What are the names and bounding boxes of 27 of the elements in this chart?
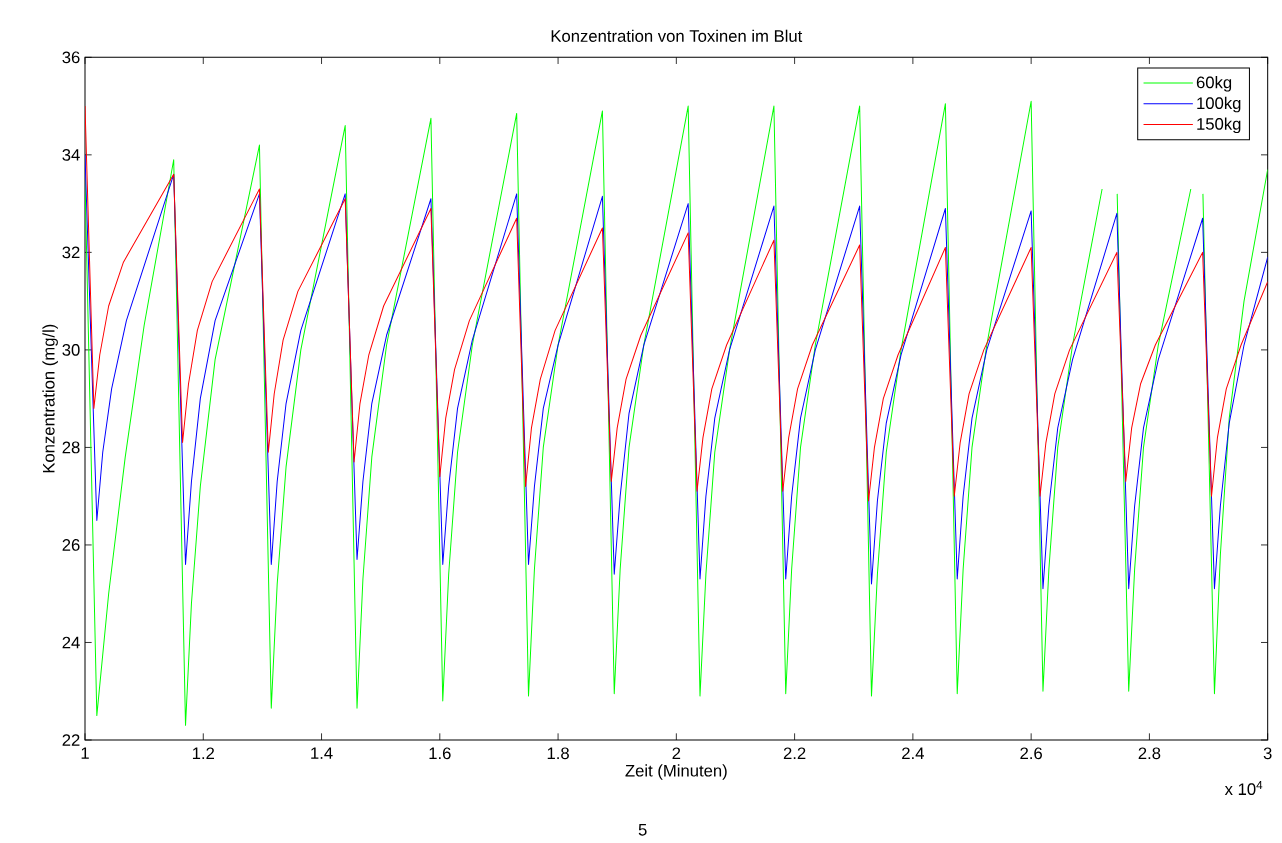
x-tick-label: 1.4 [311,747,333,759]
y-tick-label: 30 [62,344,80,356]
y-tick-label: 32 [62,246,80,259]
chart-title: Konzentration von Toxinen im Blut [551,29,803,42]
legend-label: 100kg [1197,96,1241,113]
y-tick-label: 36 [62,51,80,64]
x-tick-label: 1.6 [429,747,451,760]
x-tick-label: 1.8 [547,747,569,760]
x-tick-label: 1 [81,747,89,759]
text: 5 [638,824,647,836]
y-axis-title: Konzentration (mg/l) [42,324,58,473]
x-tick-label: 3 [1263,747,1272,760]
x-tick-label: 2.6 [1020,747,1042,760]
legend-label: 150kg [1197,117,1241,134]
y-tick-label: 34 [62,148,80,161]
x-tick-label: 2 [672,747,681,760]
x-axis-title: Zeit (Minuten) [625,764,727,780]
x-tick-label: 1.2 [192,747,215,760]
x-tick-label: 2.4 [902,747,924,760]
text: x 10$^{4}$ [1224,781,1263,796]
legend-label: 60kg [1196,76,1232,92]
x-tick-label: 2.8 [1138,747,1161,760]
x-tick-label: 2.2 [783,747,806,760]
y-tick-label: 24 [62,636,80,649]
y-tick-label: 28 [62,441,80,454]
y-tick-label: 26 [62,539,80,551]
y-tick-label: 22 [62,734,80,746]
